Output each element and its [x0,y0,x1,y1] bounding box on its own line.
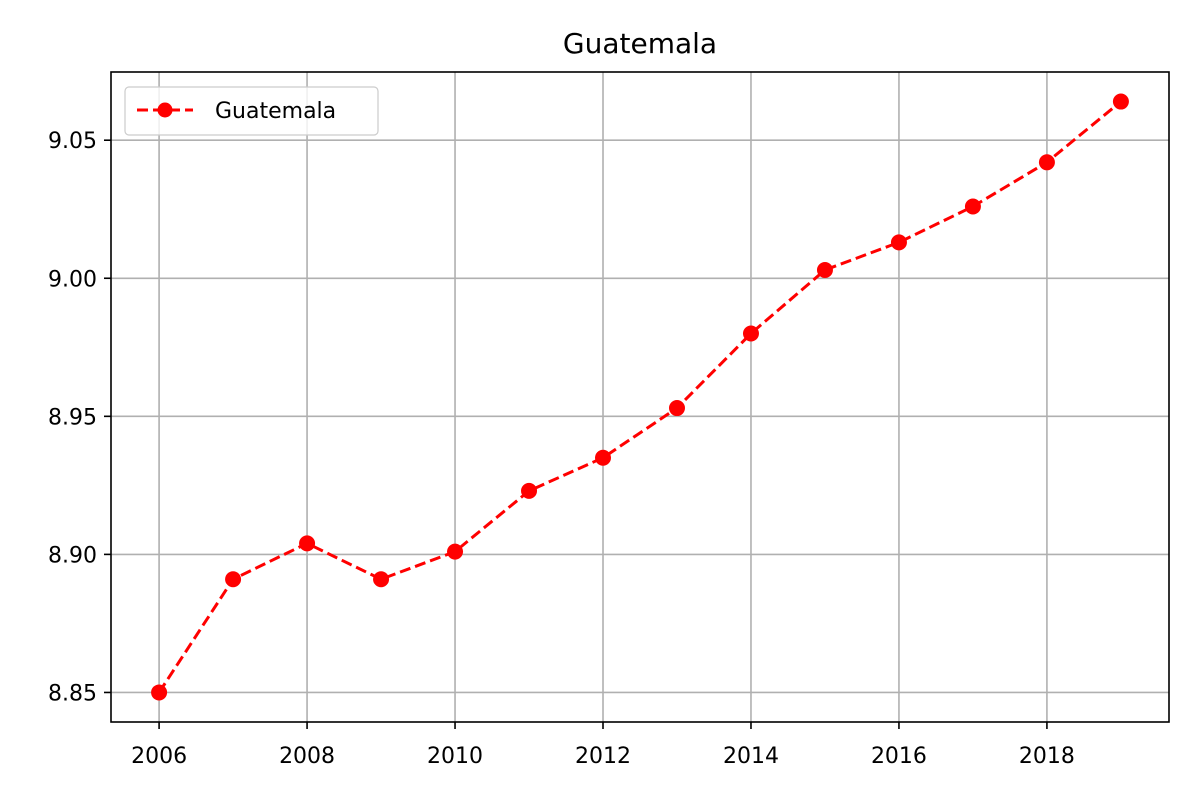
data-point [299,535,316,552]
plot-area-frame [110,71,1170,723]
legend-label: Guatemala [215,99,336,124]
data-point [595,449,612,466]
y-tick-label: 8.90 [48,543,97,568]
y-tick-label: 9.00 [48,267,97,292]
legend-marker [157,102,173,118]
series-line [157,100,1122,694]
data-point [742,325,759,342]
x-tick-label: 2018 [1019,744,1075,769]
legend-box [124,86,379,136]
y-tick-label: 8.85 [48,681,97,706]
data-point [1038,154,1055,171]
series-layer [151,93,1129,701]
chart-title: Guatemala [563,27,717,60]
ticks: 2006 2008 2010 2012 2014 2016 2018 8.85 8.90 8.95… [48,129,1075,769]
x-tick-label: 2006 [131,744,187,769]
data-point [151,684,168,701]
data-point [890,234,907,251]
data-point [521,482,538,499]
data-point [964,198,981,215]
x-tick-label: 2012 [575,744,631,769]
data-point [668,400,685,417]
data-point [373,571,390,588]
y-tick-label: 9.05 [48,129,97,154]
legend: Guatemala [124,86,379,136]
data-point [816,261,833,278]
y-tick-label: 8.95 [48,405,97,430]
data-point [447,543,464,560]
x-tick-label: 2014 [723,744,779,769]
data-point [1112,93,1129,110]
x-tick-label: 2008 [279,744,335,769]
x-tick-label: 2016 [871,744,927,769]
data-point [225,571,242,588]
x-tick-label: 2010 [427,744,483,769]
